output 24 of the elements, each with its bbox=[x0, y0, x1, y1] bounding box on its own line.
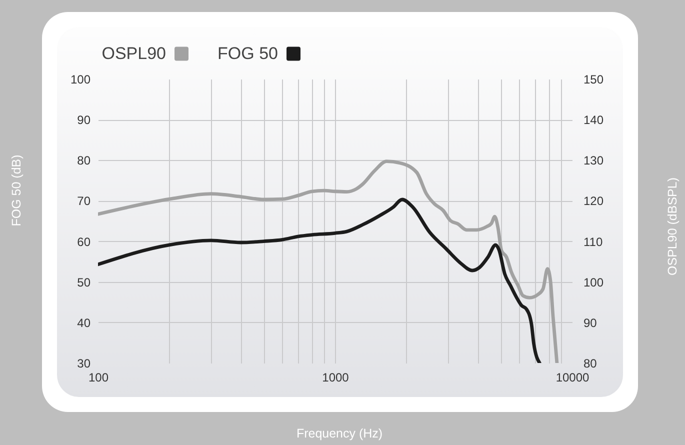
y-tick-label: 30 bbox=[77, 356, 91, 370]
legend-label: OSPL90 bbox=[102, 44, 166, 63]
y-tick-label: 40 bbox=[77, 316, 91, 330]
x-tick-label: 100 bbox=[88, 370, 109, 384]
y2-tick-label: 80 bbox=[584, 356, 598, 370]
x-axis-title: Frequency (Hz) bbox=[296, 426, 383, 440]
y-tick-label: 90 bbox=[77, 113, 91, 128]
y-tick-label: 60 bbox=[77, 234, 91, 249]
y2-axis-title: OSPL90 (dBSPL) bbox=[666, 178, 680, 276]
y-axis-title: FOG 50 (dB) bbox=[10, 154, 24, 226]
y2-tick-label: 140 bbox=[584, 113, 604, 128]
y2-tick-label: 110 bbox=[584, 234, 603, 249]
y-tick-label: 50 bbox=[77, 275, 91, 290]
x-tick-label: 1000 bbox=[322, 370, 350, 384]
x-tick-label: 10000 bbox=[556, 370, 590, 384]
y2-tick-label: 120 bbox=[584, 194, 604, 208]
y-tick-label: 70 bbox=[77, 194, 91, 208]
y2-tick-label: 130 bbox=[584, 154, 604, 168]
y2-tick-label: 150 bbox=[584, 72, 604, 86]
y-tick-label: 80 bbox=[77, 154, 91, 168]
y-tick-label: 100 bbox=[70, 72, 91, 86]
legend-label: FOG 50 bbox=[218, 44, 278, 63]
y2-tick-label: 100 bbox=[584, 275, 604, 290]
y2-tick-label: 90 bbox=[584, 316, 598, 330]
